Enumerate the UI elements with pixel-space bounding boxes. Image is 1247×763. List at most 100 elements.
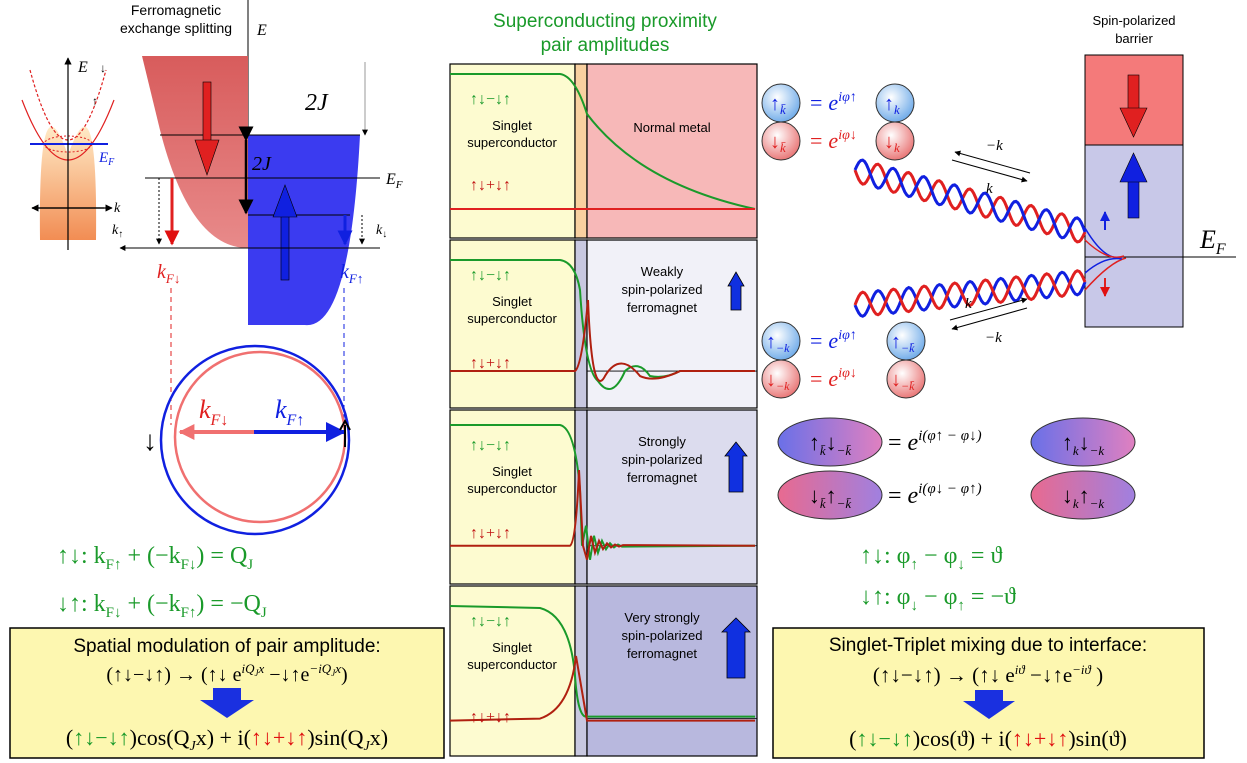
- k-up-label: k↑: [112, 223, 123, 240]
- region-label-line3: ferromagnet: [627, 470, 697, 485]
- left-column: Ferromagnetic exchange splitting E k ↓ ↑…: [9, 0, 445, 759]
- triplet-amplitude-curve: [449, 655, 755, 722]
- barrier-down-arrow-shaft: [1127, 74, 1140, 111]
- barrier-up-arrow-shaft: [1127, 179, 1140, 219]
- k-wave-label: k: [965, 296, 972, 312]
- E-axis-label: E: [256, 22, 267, 39]
- magnetization-arrow-icon: [727, 271, 745, 311]
- singlet-triplet-line2: (↑↓−↓↑)cos(ϑ) + i(↑↓+↓↑)sin(ϑ): [849, 726, 1127, 751]
- singlet-amplitude-curve: [449, 605, 755, 718]
- right-box-down-arrow: [963, 690, 1015, 719]
- pair-ellipse-1-right: [1030, 417, 1136, 467]
- ball-up-k-right-text: ↑k: [884, 93, 900, 117]
- normal-region: [586, 239, 758, 409]
- left-spin-down-arrow: ↓: [143, 426, 157, 457]
- circle-kF-down-label: kF↓: [199, 395, 228, 429]
- minus-kbar-arrow: [954, 150, 1031, 174]
- region-label-line1: Strongly: [638, 434, 686, 449]
- spatial-modulation-title: Spatial modulation of pair amplitude:: [73, 636, 380, 657]
- spatial-modulation-line1: (↑↓−↓↑) → (↑↓ eiQJx −↓↑e−iQJx): [106, 661, 347, 686]
- sc-label-line1: Singlet: [492, 118, 532, 133]
- kF-up-label: kF↑: [340, 261, 363, 286]
- superconductor-region: [449, 409, 576, 585]
- exchange-2J-label: 2J: [252, 153, 272, 175]
- k-down-label: k↓: [376, 223, 387, 240]
- triplet-label: ↑↓+↓↑: [470, 355, 511, 372]
- region-label-line1: Very strongly: [624, 610, 700, 625]
- top-2J-label: 2J: [305, 90, 329, 116]
- ball-down-minus-k-left: [761, 359, 801, 399]
- region-label-line3: ferromagnet: [627, 646, 697, 661]
- phase-relations-lower: ↑−k = eiφ↑ ↑−k̄ ↓−k = eiφ↓ ↓−k̄: [761, 321, 926, 399]
- sc-label-line1: Singlet: [492, 464, 532, 479]
- minus-k-arrow: [951, 307, 1028, 331]
- spatial-modulation-line2: (↑↓−↓↑)cos(QJx) + i(↑↓+↓↑)sin(QJx): [66, 725, 388, 754]
- panel-1: ↑↓−↓↑ Singlet superconductor ↑↓+↓↑ Normal me…: [449, 63, 758, 239]
- superconductor-region: [449, 63, 576, 239]
- spin-down-arrow-head: [194, 139, 220, 176]
- inset-spin-down-label: ↓: [100, 61, 106, 75]
- magnetization-arrow-icon: [721, 617, 751, 679]
- eq-up-minus-k: = eiφ↑: [810, 328, 857, 353]
- triplet-label: ↑↓+↓↑: [470, 525, 511, 542]
- pair-ellipse-2-left: [777, 470, 883, 520]
- ball-down-kbar-left-text: ↓k̄: [770, 131, 786, 155]
- panel-2: ↑↓−↓↑ Singlet superconductor ↑↓+↓↑ Weakly spi…: [449, 239, 758, 409]
- inset-k-label: k: [114, 201, 121, 216]
- barrier-down-arrow-head: [1119, 107, 1148, 138]
- spin-waves: [853, 158, 1087, 318]
- singlet-amplitude-curve: [450, 73, 756, 210]
- evanescent-red: [1084, 239, 1125, 258]
- kF-down-label: kF↓: [157, 261, 180, 286]
- eq-up-kbar: = eiφ↑: [810, 90, 857, 115]
- singlet-triplet-box: [772, 627, 1205, 759]
- minus-k-wave-label: −k: [985, 330, 1002, 346]
- ball-up-kbar-left-text: ↑k̄: [770, 93, 786, 117]
- left-box-down-arrow: [200, 688, 254, 718]
- superconductor-region: [449, 239, 576, 409]
- spin-down-band: [142, 56, 248, 248]
- inset-EF-label: EF: [98, 150, 115, 168]
- sc-label-line2: superconductor: [467, 481, 557, 496]
- middle-title-line2: pair amplitudes: [541, 35, 670, 56]
- middle-column: Superconducting proximity pair amplitude…: [449, 11, 758, 757]
- pair-2-right-text: ↓k↑−k: [1062, 483, 1105, 511]
- sc-label-line2: superconductor: [467, 311, 557, 326]
- spin-up-fermi-circle: [159, 344, 351, 536]
- minus-kbar-label: −k: [986, 138, 1003, 154]
- spin-up-band: [248, 135, 360, 326]
- left-eq-2: ↓↑: kF↓ + (−kF↑) = −QJ: [57, 591, 267, 621]
- kbar-arrow: [951, 159, 1028, 183]
- band-diagram: E EF 2J 2J k↑ k↓ kF↓ kF↑: [112, 0, 403, 425]
- region-label-line1: Normal metal: [633, 120, 710, 135]
- pair-phase-relations: ↑k̄↓−k̄ = ei(φ↑ − φ↓) ↑k↓−k ↓k̄↑−k̄ = ei(φ…: [777, 417, 1136, 520]
- barrier-EF-label: EF: [1199, 225, 1226, 258]
- left-eq-1: ↑↓: kF↑ + (−kF↓) = QJ: [57, 543, 253, 573]
- sc-label-line1: Singlet: [492, 640, 532, 655]
- region-label-line2: spin-polarized: [622, 282, 703, 297]
- barrier-title-line2: barrier: [1115, 31, 1153, 46]
- singlet-triplet-title: Singlet-Triplet mixing due to interface:: [829, 635, 1147, 656]
- lower-helix-blue: [853, 270, 1087, 318]
- normal-region: [586, 63, 758, 239]
- right-column: Spin-polarized barrier EF −k k k −k ↑k̄ …: [761, 13, 1236, 759]
- pair-1-right-text: ↑k↓−k: [1062, 430, 1105, 458]
- interface-layer: [574, 585, 588, 757]
- barrier-up-arrow-head: [1119, 152, 1148, 183]
- ball-down-minus-k-left-text: ↓−k: [766, 369, 790, 393]
- ball-up-minus-kbar-right-text: ↑−k̄: [891, 331, 915, 355]
- fermi-circles: kF↓ kF↑ F↑ ↓: [143, 344, 351, 536]
- lower-helix-red: [853, 269, 1087, 317]
- singlet-label: ↑↓−↓↑: [470, 437, 511, 454]
- circle-kF-up-label: kF↑: [275, 395, 304, 429]
- normal-region: [586, 409, 758, 585]
- k-arrow: [949, 297, 1028, 321]
- inset-E-label: E: [77, 59, 88, 76]
- singlet-label: ↑↓−↓↑: [470, 613, 511, 630]
- singlet-amplitude-curve: [450, 259, 755, 390]
- magnetization-arrow-icon: [724, 441, 748, 493]
- eq-down-kbar: = eiφ↓: [810, 128, 857, 153]
- inset-dispersion-plot: E k ↓ ↑ EF: [21, 57, 121, 250]
